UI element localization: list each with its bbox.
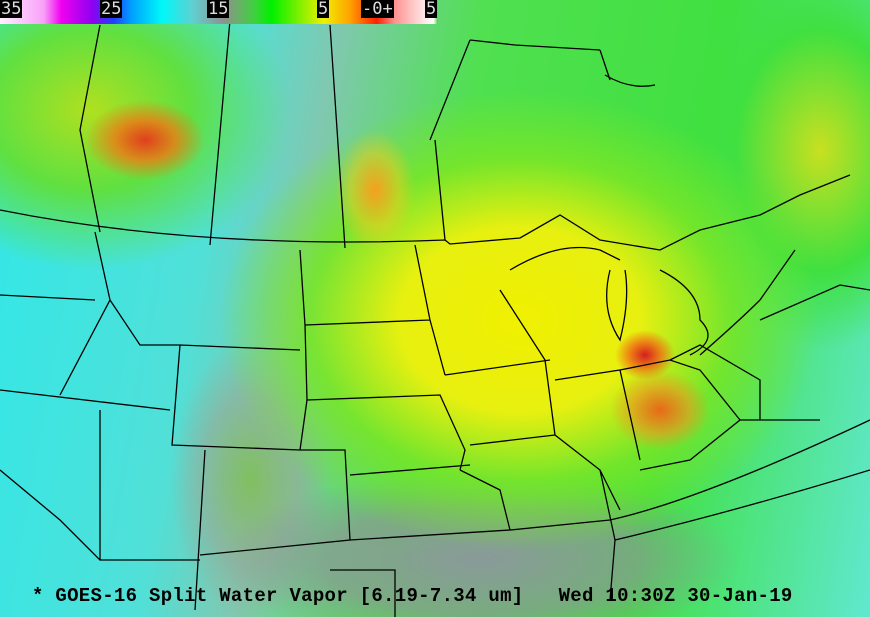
product-label: * GOES-16 Split Water Vapor [6.19-7.34 u… bbox=[32, 585, 524, 607]
scale-label: 35 bbox=[0, 0, 23, 19]
canada-us-border bbox=[0, 174, 851, 251]
scale-label: -0+ bbox=[361, 0, 394, 19]
province-borders bbox=[79, 19, 611, 249]
image-caption: * GOES-16 Split Water Vapor [6.19-7.34 u… bbox=[32, 585, 793, 607]
scale-label: 5 bbox=[425, 0, 438, 19]
color-scale-bar: 35 25 15 5 -0+ 5 bbox=[0, 0, 438, 24]
state-borders-central bbox=[199, 244, 611, 556]
state-borders-east bbox=[330, 284, 870, 617]
great-lakes bbox=[509, 74, 796, 356]
state-borders-west bbox=[0, 231, 308, 611]
scale-label: 5 bbox=[317, 0, 330, 19]
scale-label: 15 bbox=[207, 0, 230, 19]
scale-label: 25 bbox=[100, 0, 123, 19]
timestamp: Wed 10:30Z 30-Jan-19 bbox=[558, 585, 793, 607]
